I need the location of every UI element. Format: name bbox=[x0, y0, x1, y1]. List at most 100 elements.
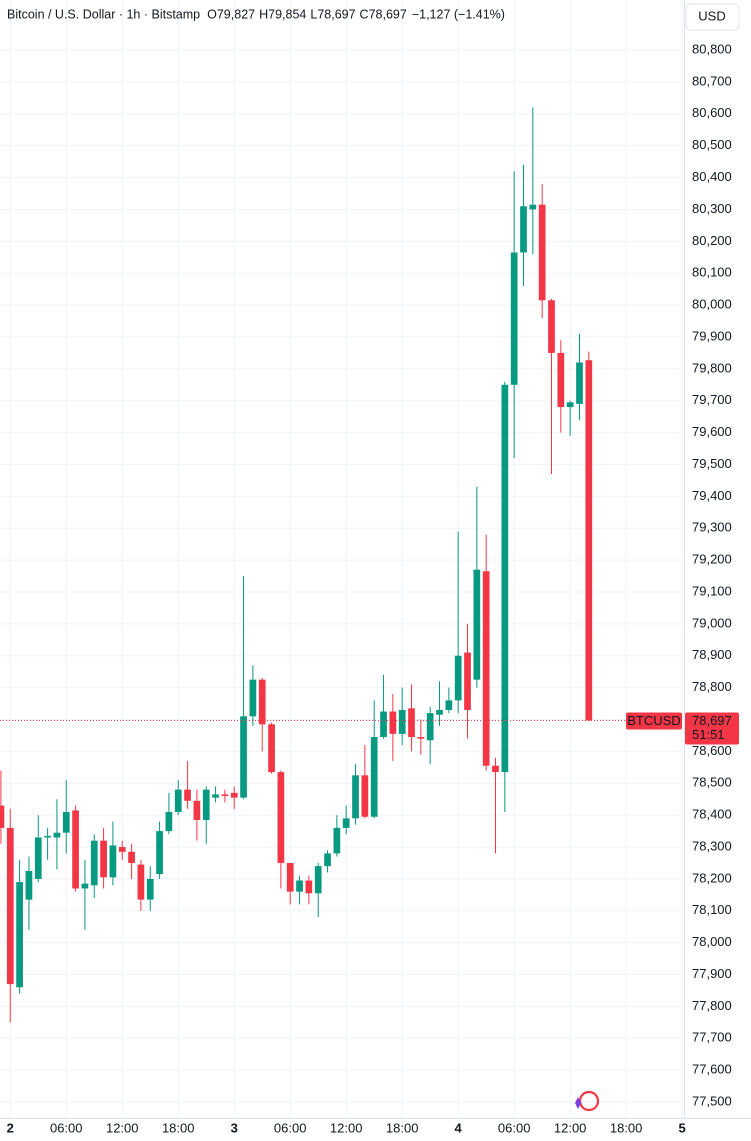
candle-body bbox=[408, 708, 415, 738]
currency-label[interactable]: USD bbox=[698, 8, 725, 23]
candle-body bbox=[342, 818, 350, 828]
candle-body bbox=[53, 832, 61, 838]
candle-body bbox=[34, 837, 42, 879]
x-tick-label: 18:00 bbox=[386, 1120, 419, 1135]
x-tick-label: 06:00 bbox=[498, 1120, 531, 1135]
candle-body bbox=[174, 789, 182, 812]
logo[interactable] bbox=[575, 1090, 600, 1112]
candle-body bbox=[520, 206, 527, 253]
candle-body bbox=[25, 870, 33, 900]
price-tag bbox=[685, 712, 739, 745]
ohlc-key: O bbox=[207, 7, 217, 21]
y-tick-label: 79,700 bbox=[692, 392, 732, 407]
candle-body bbox=[510, 252, 518, 385]
candle-body bbox=[16, 882, 23, 988]
y-tick-label: 78,600 bbox=[692, 743, 732, 758]
ticker-label: BTCUSD bbox=[627, 713, 680, 728]
y-tick-label: 80,000 bbox=[692, 297, 732, 312]
y-tick-label: 78,800 bbox=[692, 679, 732, 694]
candle-body bbox=[566, 402, 574, 408]
candle-body bbox=[389, 711, 397, 734]
price-label: 78,697 bbox=[692, 713, 732, 728]
candle-body bbox=[184, 789, 191, 801]
candle-body bbox=[286, 862, 294, 892]
y-tick-label: 77,800 bbox=[692, 998, 732, 1013]
y-tick-label: 79,200 bbox=[692, 552, 732, 567]
candle-body bbox=[454, 655, 462, 701]
ticker-tag bbox=[626, 712, 682, 730]
candle-body bbox=[445, 700, 453, 710]
currency-button[interactable] bbox=[685, 3, 740, 31]
candle-body bbox=[277, 772, 285, 863]
candle-body bbox=[464, 652, 471, 710]
x-tick-label: 12:00 bbox=[554, 1120, 587, 1135]
candle-body bbox=[212, 794, 219, 798]
y-tick-label: 77,700 bbox=[692, 1030, 732, 1045]
x-tick-label: 18:00 bbox=[162, 1120, 195, 1135]
y-tick-label: 78,400 bbox=[692, 807, 732, 822]
candle-body bbox=[585, 360, 593, 721]
candle-body bbox=[0, 805, 5, 828]
candle-body bbox=[305, 880, 313, 894]
candle-body bbox=[44, 835, 51, 838]
candle-body bbox=[314, 866, 322, 894]
y-tick-label: 80,800 bbox=[692, 41, 732, 56]
y-tick-label: 79,300 bbox=[692, 520, 732, 535]
axes: 77,500 77,600 77,700 77,800 77,900 78,000 78,1… bbox=[7, 41, 732, 1135]
candle-body bbox=[118, 847, 126, 852]
candle-body bbox=[128, 851, 135, 863]
candle-body bbox=[240, 716, 247, 798]
y-tick-label: 79,800 bbox=[692, 360, 732, 375]
candle-body bbox=[501, 384, 509, 773]
y-tick-label: 80,500 bbox=[692, 137, 732, 152]
countdown-label: 51:51 bbox=[692, 727, 725, 742]
candle-body bbox=[548, 300, 555, 353]
ohlc-key: H bbox=[259, 7, 268, 21]
symbol-title: Bitcoin / U.S. Dollar · 1h · Bitstamp bbox=[7, 7, 200, 21]
x-tick-label: 06:00 bbox=[50, 1120, 83, 1135]
candle-body bbox=[202, 789, 210, 820]
candle-body bbox=[62, 811, 70, 833]
candle-body bbox=[436, 709, 443, 715]
y-tick-label: 78,200 bbox=[692, 870, 732, 885]
y-tick-label: 80,400 bbox=[692, 169, 732, 184]
y-tick-label: 79,100 bbox=[692, 583, 732, 598]
candle-body bbox=[221, 794, 229, 797]
candle-body bbox=[156, 831, 163, 875]
y-tick-label: 78,300 bbox=[692, 838, 732, 853]
x-tick-label: 4 bbox=[455, 1120, 463, 1135]
candle-body bbox=[268, 724, 275, 773]
low-value: 78,697 bbox=[317, 7, 355, 21]
candle-body bbox=[109, 845, 117, 878]
candle-body bbox=[72, 810, 79, 889]
candle-body bbox=[324, 853, 331, 867]
candle-body bbox=[538, 204, 546, 301]
y-tick-label: 77,900 bbox=[692, 966, 732, 981]
candles bbox=[0, 107, 593, 1023]
y-tick-label: 78,500 bbox=[692, 775, 732, 790]
ohlc-key: C bbox=[360, 7, 369, 21]
y-tick-label: 78,900 bbox=[692, 647, 732, 662]
candle-body bbox=[361, 775, 369, 817]
close-value: 78,697 bbox=[369, 7, 407, 21]
candle-body bbox=[165, 811, 173, 832]
x-tick-label: 12:00 bbox=[106, 1120, 139, 1135]
change-value: −1,127 (−1.41%) bbox=[412, 7, 505, 21]
y-tick-label: 77,500 bbox=[692, 1093, 732, 1108]
candle-body bbox=[426, 713, 434, 741]
y-tick-label: 79,600 bbox=[692, 424, 732, 439]
ohlc-key: L bbox=[310, 7, 317, 21]
candle-body bbox=[146, 878, 154, 900]
candle-body bbox=[137, 864, 145, 900]
y-tick-label: 80,200 bbox=[692, 233, 732, 248]
candle-body bbox=[333, 827, 341, 854]
y-tick-label: 79,400 bbox=[692, 488, 732, 503]
candle-body bbox=[193, 800, 201, 820]
x-tick-label: 3 bbox=[231, 1120, 238, 1135]
candle-body bbox=[492, 765, 499, 773]
candle-body bbox=[380, 711, 387, 738]
y-tick-label: 80,100 bbox=[692, 265, 732, 280]
candle-body bbox=[576, 362, 583, 404]
